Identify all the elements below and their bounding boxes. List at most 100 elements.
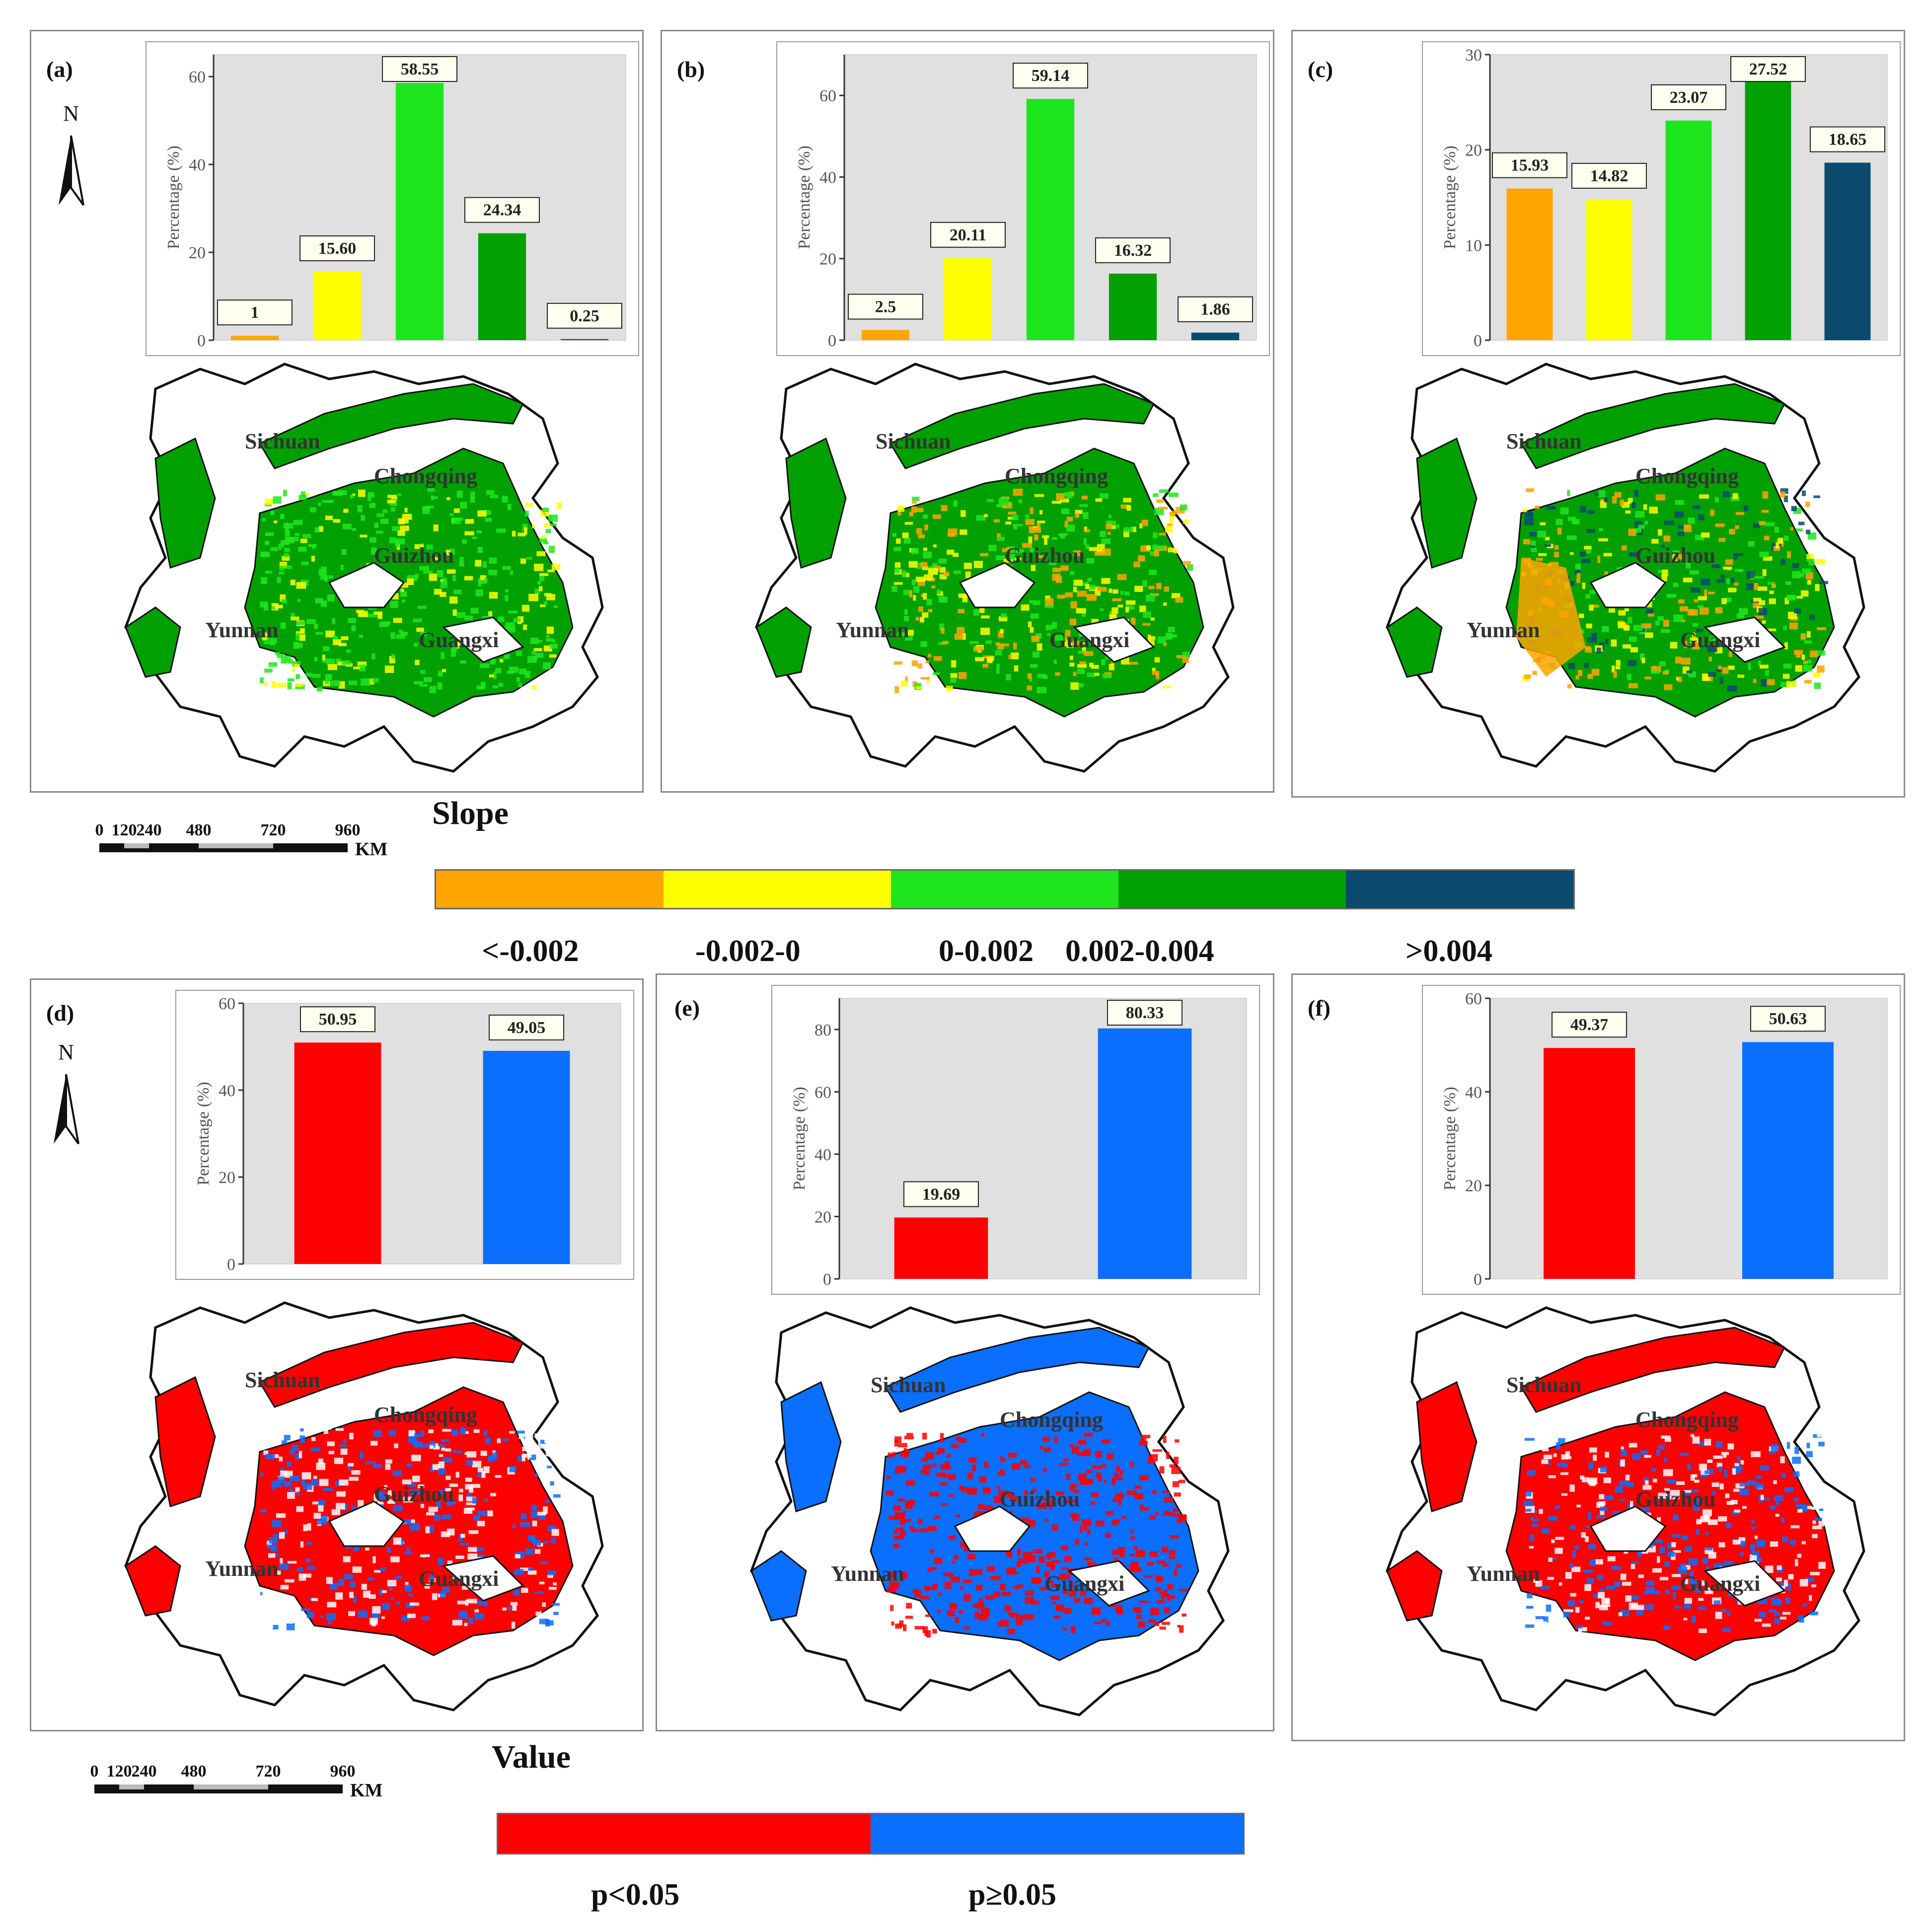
scale-unit: KM bbox=[355, 839, 387, 860]
scale-tick-label: 480 bbox=[186, 821, 212, 839]
data-label-box bbox=[464, 197, 540, 223]
data-label: 20.11 bbox=[950, 226, 987, 244]
province-label: Guangxi bbox=[1680, 1571, 1760, 1596]
bar bbox=[1026, 99, 1075, 340]
province-label: Guangxi bbox=[1680, 628, 1760, 652]
y-tick-label: 0 bbox=[227, 1256, 235, 1274]
province-label: Yunnan bbox=[831, 1561, 904, 1586]
north-arrow-svg: N bbox=[59, 101, 84, 206]
province-label: Chongqing bbox=[1635, 464, 1739, 488]
scale-segment bbox=[194, 1784, 268, 1789]
y-tick-label: 40 bbox=[819, 168, 836, 187]
data-label: 16.32 bbox=[1114, 241, 1152, 260]
data-label-box bbox=[1178, 296, 1253, 322]
scale-tick-label: 960 bbox=[330, 1762, 356, 1781]
data-label-box bbox=[1750, 1006, 1826, 1032]
bar-chart-b: 0 20 40 60 Percentage (%) 2.5 20.11 59.14 16.32 1… bbox=[776, 41, 1270, 356]
scale-segment bbox=[124, 843, 149, 848]
non-vegetated-area bbox=[1703, 1560, 1786, 1607]
legend-label: p≥0.05 bbox=[968, 1878, 1057, 1912]
chart-svg: 0 10 20 30 Percentage (%) 15.93 14.82 23.07 27.5… bbox=[1441, 46, 1888, 350]
data-label-box bbox=[1730, 56, 1806, 82]
data-label: 24.34 bbox=[483, 201, 521, 220]
vegetation-zone bbox=[1416, 1381, 1478, 1512]
province-label: Chongqing bbox=[374, 1403, 477, 1427]
legend-title: Value bbox=[492, 1739, 571, 1775]
legend-label: p<0.05 bbox=[591, 1878, 680, 1912]
vegetation-zone bbox=[125, 1545, 181, 1617]
north-arrow-icon: N bbox=[46, 1035, 91, 1149]
bar bbox=[1109, 273, 1157, 340]
province-label: Guizhou bbox=[1005, 543, 1085, 568]
data-label-box bbox=[1013, 63, 1088, 89]
scale-tick-label: 0 bbox=[95, 821, 104, 839]
map-svg: Sichuan Chongqing Guizhou Yunnan Guangxi bbox=[750, 1306, 1230, 1716]
data-label-box bbox=[489, 1014, 564, 1040]
vegetation-zone bbox=[1386, 1550, 1443, 1622]
data-label: 14.82 bbox=[1590, 167, 1629, 185]
non-vegetated-area bbox=[442, 1555, 524, 1602]
map-svg: Sichuan Chongqing Guizhou Yunnan Guangxi bbox=[124, 363, 604, 773]
province-label: Guangxi bbox=[1049, 628, 1129, 652]
scale-segment bbox=[119, 1784, 144, 1789]
vegetation-zone bbox=[884, 1327, 1150, 1413]
province-label: Chongqing bbox=[1000, 1408, 1103, 1432]
panel-label: (e) bbox=[674, 995, 700, 1021]
scale-tick-label: 480 bbox=[181, 1762, 207, 1781]
province-label: Guangxi bbox=[419, 1566, 499, 1591]
map-a: Sichuan Chongqing Guizhou Yunnan Guangxi bbox=[96, 349, 622, 786]
bar bbox=[483, 1050, 570, 1264]
bar bbox=[1191, 332, 1240, 340]
y-axis-label: Percentage (%) bbox=[795, 146, 814, 249]
non-vegetated-area bbox=[1067, 1560, 1150, 1607]
map-svg: Sichuan Chongqing Guizhou Yunnan Guangxi bbox=[124, 1301, 604, 1711]
bar-chart-c: 0 10 20 30 Percentage (%) 15.93 14.82 23.07 27.5… bbox=[1422, 41, 1901, 356]
bar bbox=[1742, 1042, 1834, 1279]
province-label: Sichuan bbox=[1506, 429, 1582, 453]
north-label: N bbox=[63, 101, 79, 126]
data-label-box bbox=[217, 299, 293, 326]
vegetation-zone bbox=[750, 1550, 807, 1622]
slope-legend-bar bbox=[435, 869, 1575, 909]
data-label: 27.52 bbox=[1749, 60, 1787, 78]
vegetation-zone bbox=[755, 606, 812, 678]
province-label: Chongqing bbox=[374, 464, 477, 488]
scale-tick-label: 120 bbox=[107, 1762, 132, 1781]
province-label: Guangxi bbox=[1044, 1571, 1124, 1596]
bar bbox=[1665, 120, 1712, 340]
legend-label: 0.002-0.004 bbox=[1065, 934, 1214, 968]
scale-segment bbox=[268, 1784, 343, 1789]
y-tick-label: 20 bbox=[189, 244, 206, 262]
legend-swatch bbox=[664, 871, 891, 908]
y-axis-label: Percentage (%) bbox=[1441, 146, 1459, 249]
bar bbox=[478, 233, 526, 340]
data-label-box bbox=[382, 56, 457, 82]
scale-tick-label: 720 bbox=[261, 821, 286, 839]
panel-c: (c) 0 10 20 30 Percentage (%) 15.93 14.82 23.07… bbox=[1291, 30, 1905, 798]
legend-swatch bbox=[1346, 871, 1573, 908]
non-vegetated-area bbox=[1589, 562, 1667, 608]
data-label-box bbox=[930, 222, 1006, 248]
map-f: Sichuan Chongqing Guizhou Yunnan Guangxi bbox=[1357, 1293, 1884, 1730]
bar bbox=[1098, 1028, 1192, 1279]
panel-label: (a) bbox=[46, 57, 73, 82]
chart-svg: 0 20 40 60 Percentage (%) 1 15.60 58.55 24.34 0.2… bbox=[164, 54, 626, 350]
pixel-noise bbox=[886, 1432, 1188, 1638]
panel-d: (d) 0 20 40 60 Percentage (%) 50.95 49.05 N Si… bbox=[30, 978, 644, 1731]
province-label: Yunnan bbox=[205, 1557, 279, 1581]
data-label: 50.63 bbox=[1769, 1010, 1807, 1028]
bar bbox=[294, 1042, 381, 1264]
vegetation-zone bbox=[154, 437, 216, 569]
province-label: Chongqing bbox=[1005, 464, 1108, 488]
y-tick-label: 80 bbox=[814, 1021, 831, 1040]
bar bbox=[944, 258, 992, 340]
scale-bar: 0 120 240 480 720 960 KM bbox=[89, 819, 447, 864]
panel-f: (f) 0 20 40 60 Percentage (%) 49.37 50.63 Sich… bbox=[1291, 973, 1905, 1741]
province-label: Guizhou bbox=[1635, 1487, 1715, 1511]
legend-title: Slope bbox=[432, 795, 509, 831]
province-label: Guizhou bbox=[1000, 1487, 1080, 1511]
scale-tick-label: 720 bbox=[256, 1762, 281, 1781]
data-label-box bbox=[299, 235, 375, 261]
y-tick-label: 60 bbox=[1465, 990, 1482, 1008]
